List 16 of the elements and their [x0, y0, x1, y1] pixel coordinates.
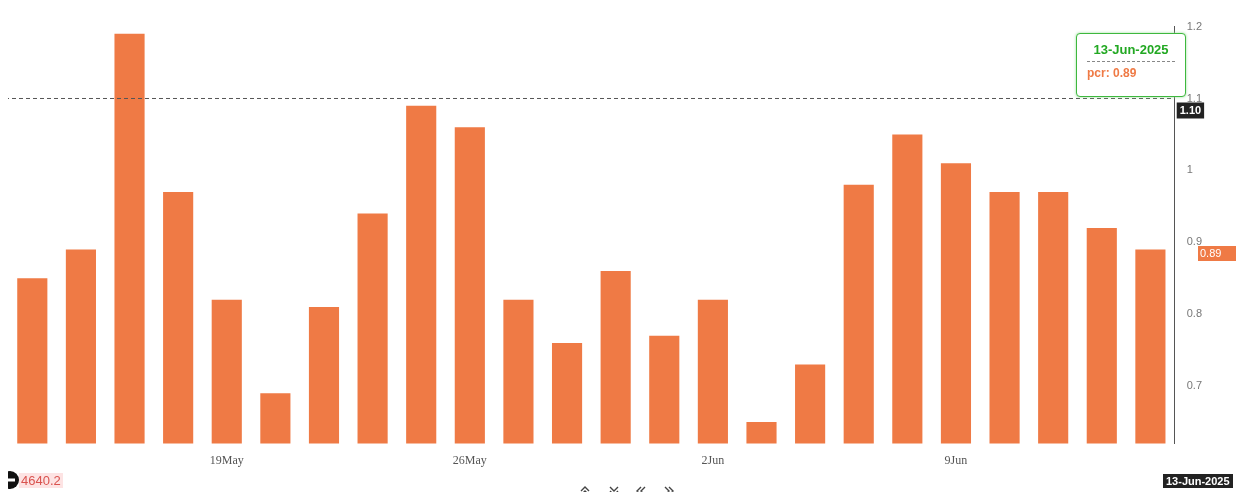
text: 0.89 — [1198, 246, 1236, 261]
x-tick-label: 9Jun — [944, 452, 968, 467]
y-tick-label: 0.8 — [1186, 307, 1203, 320]
annotation: pcr: 0.89 — [1087, 66, 1138, 80]
y-tick-label: 0.7 — [1186, 379, 1203, 392]
y-tick-label: 1.2 — [1186, 19, 1203, 32]
ref-line-label: 1.10 — [1179, 103, 1202, 116]
y-tick-label: 1.1 — [1186, 91, 1203, 104]
x-tick-label: 19May — [209, 452, 244, 467]
text: 4640.2 — [19, 473, 63, 488]
x-tick-label: 26May — [452, 452, 487, 467]
x-tick-label: 2Jun — [701, 452, 725, 467]
annotation: 13-Jun-2025 — [1092, 42, 1170, 57]
y-tick-label: 1 — [1186, 163, 1193, 176]
y-tick-label: 0.9 — [1186, 235, 1203, 248]
text: 13-Jun-2025 — [1163, 474, 1233, 488]
